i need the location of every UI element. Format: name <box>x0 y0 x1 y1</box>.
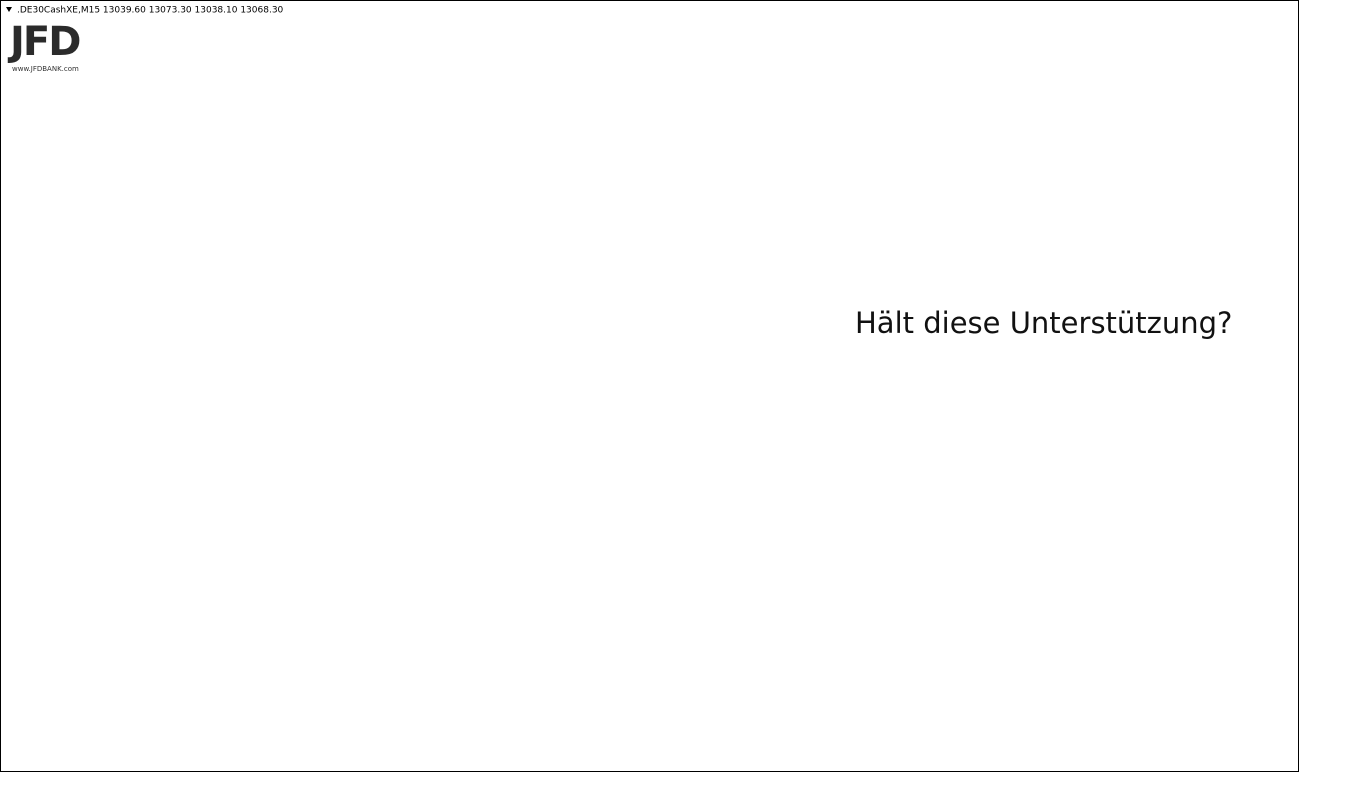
plot-frame <box>0 0 1299 772</box>
menu-triangle <box>6 7 12 12</box>
annotation: Hält diese Unterstützung? <box>855 306 1232 340</box>
chart-info: .DE30CashXE,M15 13039.60 13073.30 13038.… <box>17 6 284 16</box>
logo-url: www.JFDBANK.com <box>12 65 79 73</box>
logo: JFD <box>7 19 80 65</box>
text-layer: .DE30CashXE,M15 13039.60 13073.30 13038.… <box>6 6 1232 340</box>
